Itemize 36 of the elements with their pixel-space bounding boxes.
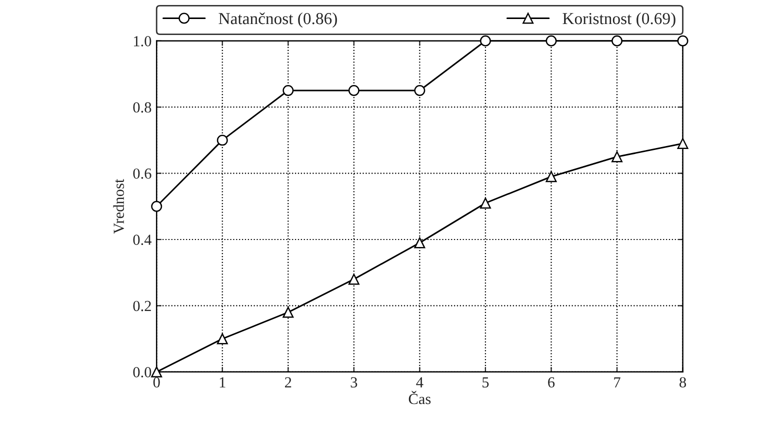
y-tick-label: 1.0: [134, 36, 152, 46]
point: [348, 85, 360, 96]
point: [282, 85, 294, 96]
point: [546, 35, 557, 46]
x-tick-label: 2: [284, 377, 292, 388]
point: [348, 274, 360, 285]
x-axis-title: Čas: [408, 390, 431, 404]
point: [151, 200, 162, 212]
x-tick-label: 5: [482, 377, 489, 388]
y-axis-title: Vrednost: [113, 178, 124, 234]
point: [216, 134, 228, 146]
point: [480, 35, 491, 46]
point: [414, 85, 426, 96]
point: [546, 171, 557, 182]
x-tick-label: 8: [680, 377, 686, 388]
point: [612, 35, 622, 46]
y-tick-label: 0.4: [133, 234, 152, 246]
x-tick-label: 1: [220, 377, 226, 388]
y-tick-label: 0.0: [133, 367, 152, 378]
y-tick-label: 0.6: [133, 168, 152, 179]
legend-label: Koristnost (0.69): [562, 12, 676, 28]
x-tick-label: 0: [153, 377, 160, 388]
x-tick-label: 6: [548, 377, 555, 388]
point: [282, 306, 294, 318]
y-tick-label: 0.8: [133, 102, 152, 113]
x-tick-label: 3: [350, 377, 358, 388]
point: [480, 198, 491, 209]
y-tick-label: 0.2: [133, 300, 151, 312]
point: [677, 138, 688, 149]
x-tick-label: 7: [614, 377, 620, 388]
point: [677, 35, 688, 46]
point: [216, 333, 228, 344]
legend-label: Natančnost (0.86): [218, 12, 337, 28]
point: [414, 237, 426, 248]
point: [612, 151, 622, 162]
x-tick-label: 4: [416, 377, 424, 388]
